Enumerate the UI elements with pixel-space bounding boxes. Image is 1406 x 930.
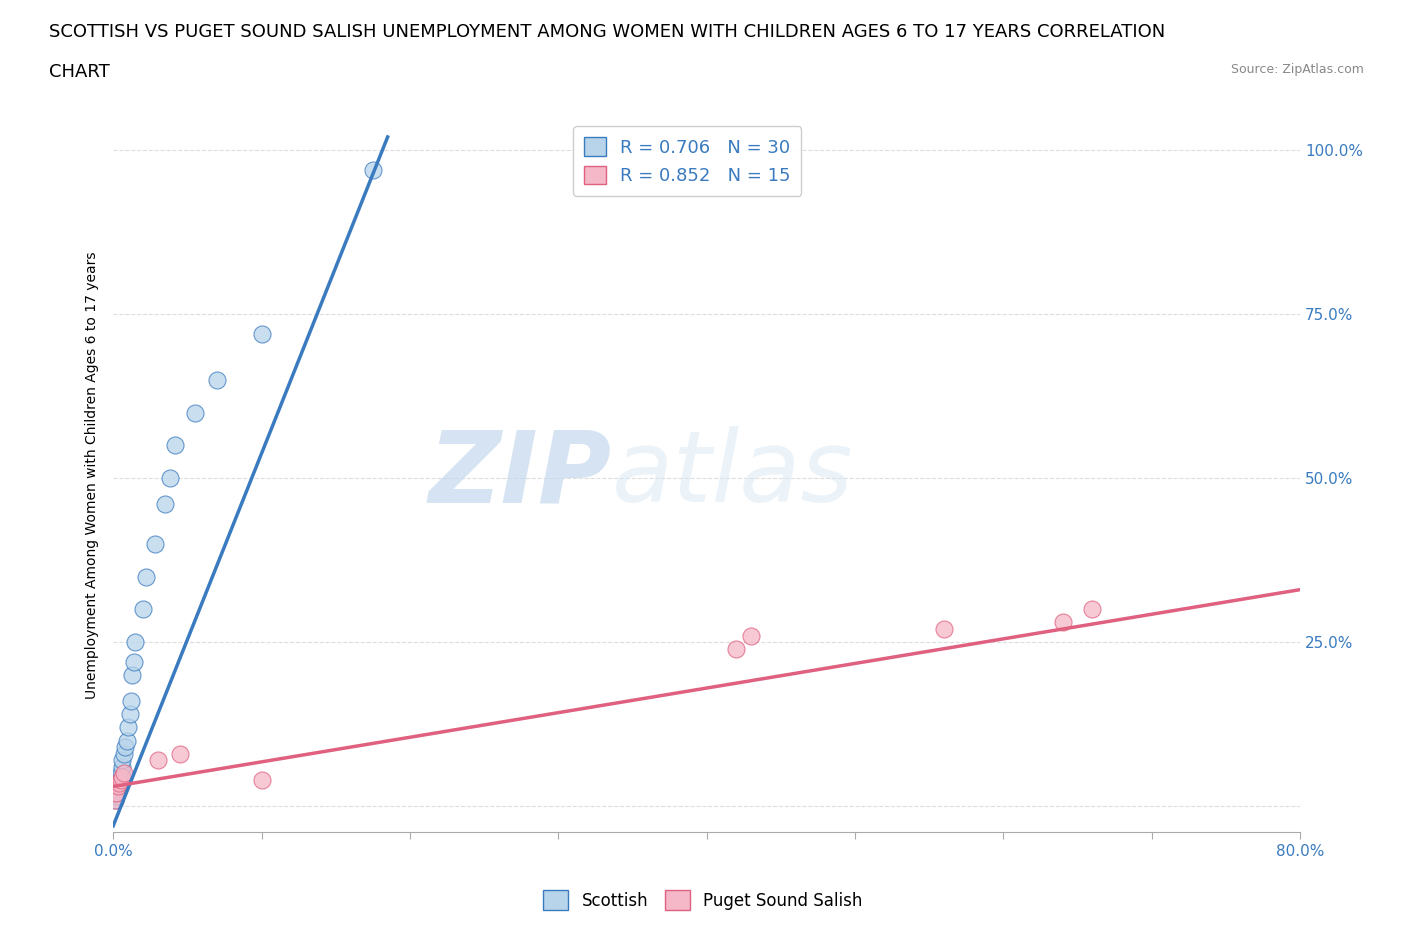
Point (104, 792, 127, 807)
Point (169, 746, 191, 761)
Point (159, 471, 181, 485)
Point (1052, 615, 1074, 630)
Point (104, 792, 127, 807)
Point (153, 497, 176, 512)
Point (107, 779, 129, 794)
Point (118, 707, 141, 722)
Point (124, 634, 146, 649)
Legend: R = 0.706   N = 30, R = 0.852   N = 15: R = 0.706 N = 30, R = 0.852 N = 15 (574, 126, 801, 195)
Point (117, 720, 139, 735)
Point (740, 628, 762, 643)
Point (205, 372, 228, 387)
Point (146, 752, 169, 767)
Point (108, 773, 131, 788)
Point (110, 773, 132, 788)
Text: Source: ZipAtlas.com: Source: ZipAtlas.com (1230, 63, 1364, 76)
Point (105, 786, 128, 801)
Point (111, 769, 134, 784)
Point (110, 769, 132, 784)
Point (184, 405, 207, 420)
Point (112, 746, 135, 761)
Point (112, 766, 135, 781)
Point (122, 655, 145, 670)
Point (105, 789, 128, 804)
Point (250, 773, 273, 788)
Point (250, 326, 273, 341)
Text: SCOTTISH VS PUGET SOUND SALISH UNEMPLOYMENT AMONG WOMEN WITH CHILDREN AGES 6 TO : SCOTTISH VS PUGET SOUND SALISH UNEMPLOYM… (49, 23, 1166, 41)
Point (165, 438, 187, 453)
Point (121, 668, 143, 683)
Y-axis label: Unemployment Among Women with Children Ages 6 to 17 years: Unemployment Among Women with Children A… (86, 251, 100, 698)
Point (135, 569, 157, 584)
Point (361, 163, 384, 178)
Point (725, 642, 748, 657)
Point (932, 621, 955, 636)
Point (115, 733, 138, 748)
Point (108, 776, 131, 790)
Point (132, 602, 155, 617)
Point (107, 782, 129, 797)
Point (111, 760, 134, 775)
Point (1081, 602, 1104, 617)
Legend: Scottish, Puget Sound Salish: Scottish, Puget Sound Salish (537, 884, 869, 917)
Point (120, 694, 142, 709)
Point (107, 779, 129, 794)
Point (108, 776, 131, 790)
Point (114, 739, 136, 754)
Text: ZIP: ZIP (429, 426, 612, 524)
Point (143, 537, 166, 551)
Text: CHART: CHART (49, 63, 110, 81)
Text: atlas: atlas (612, 426, 853, 524)
Point (111, 752, 134, 767)
Point (110, 766, 132, 781)
Point (105, 786, 128, 801)
